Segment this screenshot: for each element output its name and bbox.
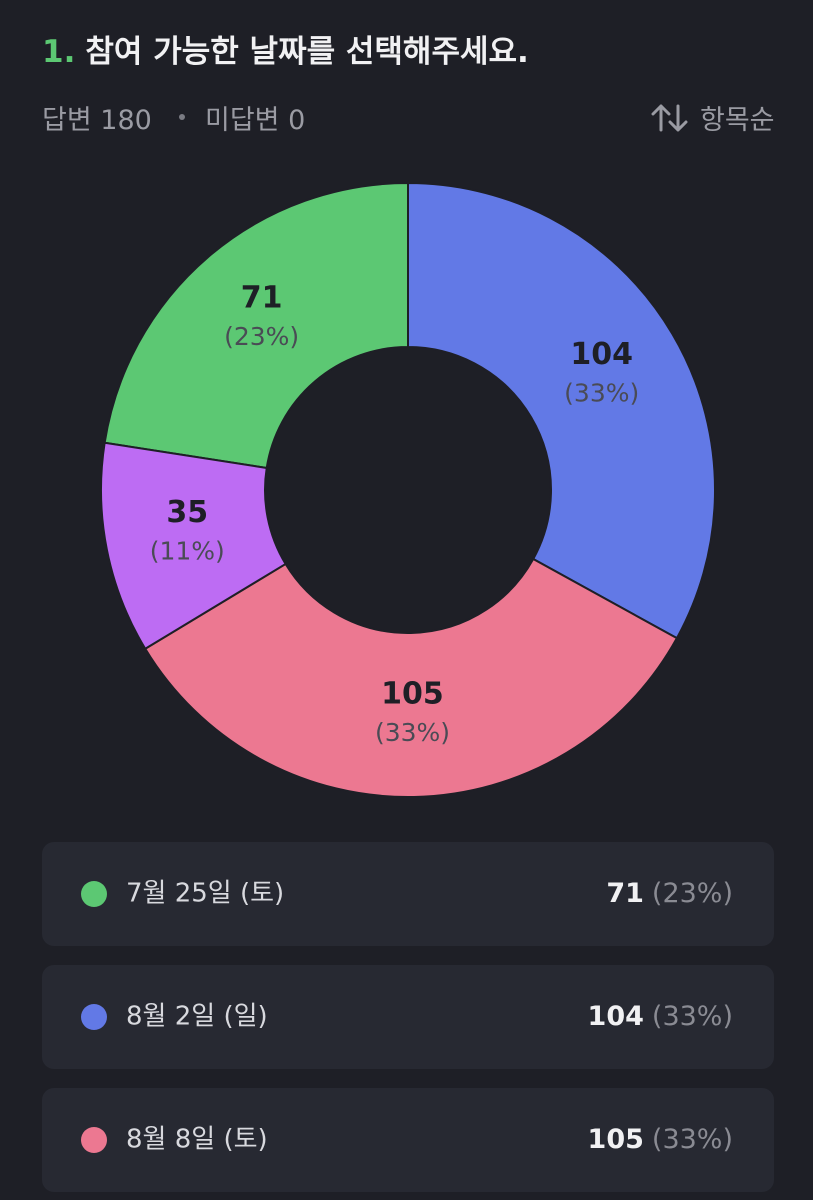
donut-slice (103, 181, 409, 470)
option-percent: (33%) (652, 1001, 733, 1032)
slice-value-label: 105 (381, 676, 444, 711)
unanswered-count: 미답변 0 (205, 105, 306, 136)
donut-slice (407, 181, 716, 640)
arrow-up (651, 104, 671, 132)
option-value: 104 (33%) (588, 1001, 733, 1032)
slice-percent-label: (23%) (224, 322, 299, 351)
sort-icon[interactable] (651, 104, 688, 132)
donut-slice (143, 557, 679, 798)
option-label: 8월 8일 (토) (126, 1125, 268, 1155)
option-row[interactable]: 7월 25일 (토) 71 (23%) (42, 842, 774, 946)
option-count: 105 (588, 1124, 644, 1155)
option-row-bg (42, 1088, 774, 1192)
answered-count: 답변 180 (42, 105, 152, 136)
option-value: 105 (33%) (588, 1124, 733, 1155)
option-label: 8월 2일 (일) (126, 1002, 268, 1032)
option-percent: (33%) (652, 1124, 733, 1155)
option-value: 71 (23%) (606, 878, 733, 909)
slice-percent-label: (33%) (375, 718, 450, 747)
question-text: 참여 가능한 날짜를 선택해주세요. (85, 34, 529, 70)
slice-value-label: 104 (570, 337, 633, 372)
option-row[interactable]: 8월 2일 (일) 104 (33%) (42, 965, 774, 1069)
legend-dot (81, 1127, 107, 1153)
slice-percent-label: (11%) (150, 536, 225, 565)
donut-slice (100, 441, 287, 651)
slice-value-label: 35 (166, 495, 208, 530)
option-row[interactable]: 8월 8일 (토) 105 (33%) (42, 1088, 774, 1192)
option-row-bg (42, 965, 774, 1069)
legend-dot (81, 881, 107, 907)
legend-dot (81, 1004, 107, 1030)
sort-button[interactable]: 항목순 (700, 105, 775, 136)
question-title: 1. 참여 가능한 날짜를 선택해주세요. (42, 26, 529, 71)
option-row-bg (42, 842, 774, 946)
question-number: 1. (42, 34, 76, 70)
slice-percent-label: (33%) (564, 379, 639, 408)
arrow-down (668, 104, 688, 132)
slice-value-label: 71 (241, 281, 283, 316)
option-percent: (23%) (652, 878, 733, 909)
separator-dot (179, 114, 185, 120)
option-count: 71 (606, 878, 644, 909)
option-count: 104 (588, 1001, 644, 1032)
option-label: 7월 25일 (토) (126, 879, 284, 909)
